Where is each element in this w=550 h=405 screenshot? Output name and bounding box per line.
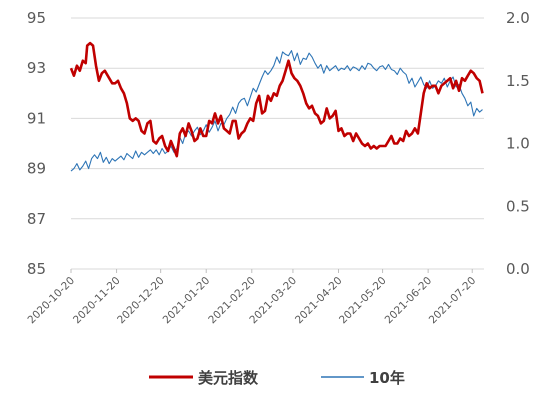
right-tick-label: 1.0 <box>506 135 530 153</box>
legend-label-10y: 10年 <box>369 369 405 387</box>
x-tick-label: 2020-10-20 <box>25 275 77 327</box>
x-tick-label: 2021-07-20 <box>427 275 479 327</box>
left-y-axis: 85 87 89 91 93 95 <box>27 9 46 278</box>
x-tick-label: 2020-12-20 <box>115 275 167 327</box>
series-group <box>69 41 484 172</box>
gridlines <box>71 17 484 220</box>
legend-label-usd-index: 美元指数 <box>198 369 259 387</box>
series-line-10y <box>70 50 483 172</box>
left-tick-label: 95 <box>27 9 46 27</box>
left-tick-label: 85 <box>27 260 46 278</box>
left-tick-label: 89 <box>27 160 46 178</box>
left-tick-label: 93 <box>27 59 46 77</box>
right-tick-label: 2.0 <box>506 9 530 27</box>
x-axis <box>70 268 484 273</box>
right-y-axis: 0.0 0.5 1.0 1.5 2.0 <box>506 9 530 278</box>
left-tick-label: 91 <box>27 109 46 127</box>
legend: 美元指数 10年 <box>149 369 405 387</box>
right-tick-label: 1.5 <box>506 72 530 90</box>
x-tick-label: 2021-01-20 <box>161 275 213 327</box>
x-tick-label: 2021-05-20 <box>337 275 389 327</box>
left-tick-label: 87 <box>27 210 46 228</box>
series-line-usd-index <box>69 41 484 158</box>
right-tick-label: 0.5 <box>506 197 530 215</box>
right-tick-label: 0.0 <box>506 260 530 278</box>
x-tick-labels: 2020-10-202020-11-202020-12-202021-01-20… <box>25 275 478 327</box>
